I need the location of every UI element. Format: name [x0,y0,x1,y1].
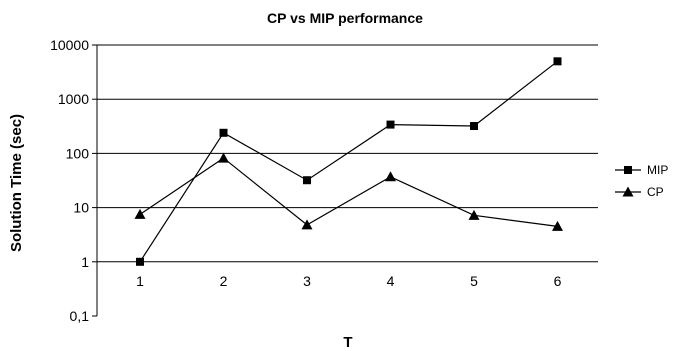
data-point-mip [386,120,395,129]
x-tick-label: 3 [303,273,311,289]
data-point-mip [553,57,562,66]
data-point-mip [303,176,311,185]
legend-label-mip: MIP [647,163,668,177]
chart-title: CP vs MIP performance [267,10,423,26]
y-tick-label: 1 [81,254,89,270]
y-tick-label: 1000 [58,91,89,107]
y-tick-label: 100 [66,145,90,161]
data-point-mip [470,122,478,131]
x-tick-label: 4 [387,273,395,289]
legend-marker-cp [622,186,634,197]
data-point-cp [218,152,229,163]
legend-marker-mip [624,166,632,174]
legend-label-cp: CP [647,185,664,199]
x-axis-label: T [343,334,352,351]
y-axis-label: Solution Time (sec) [8,114,25,252]
x-tick-label: 1 [136,273,144,289]
y-tick-label: 0,1 [70,308,90,324]
data-point-cp [468,209,480,220]
data-point-cp [301,219,313,230]
series-line-cp [139,157,558,227]
data-point-mip [219,128,228,137]
plot-area: 0,1 1 10 100 1000 10000 1 2 3 4 5 6 [50,37,598,324]
x-tick-label: 2 [220,273,228,289]
data-point-cp [134,208,146,219]
x-tick-label: 6 [554,273,562,289]
x-tick-label: 5 [470,273,478,289]
data-point-cp [552,220,563,231]
legend: MIP CP [615,163,668,199]
series-line-mip [139,60,558,263]
data-point-cp [385,171,396,182]
data-point-mip [136,257,144,266]
y-tick-label: 10 [73,200,89,216]
y-tick-label: 10000 [50,37,89,53]
